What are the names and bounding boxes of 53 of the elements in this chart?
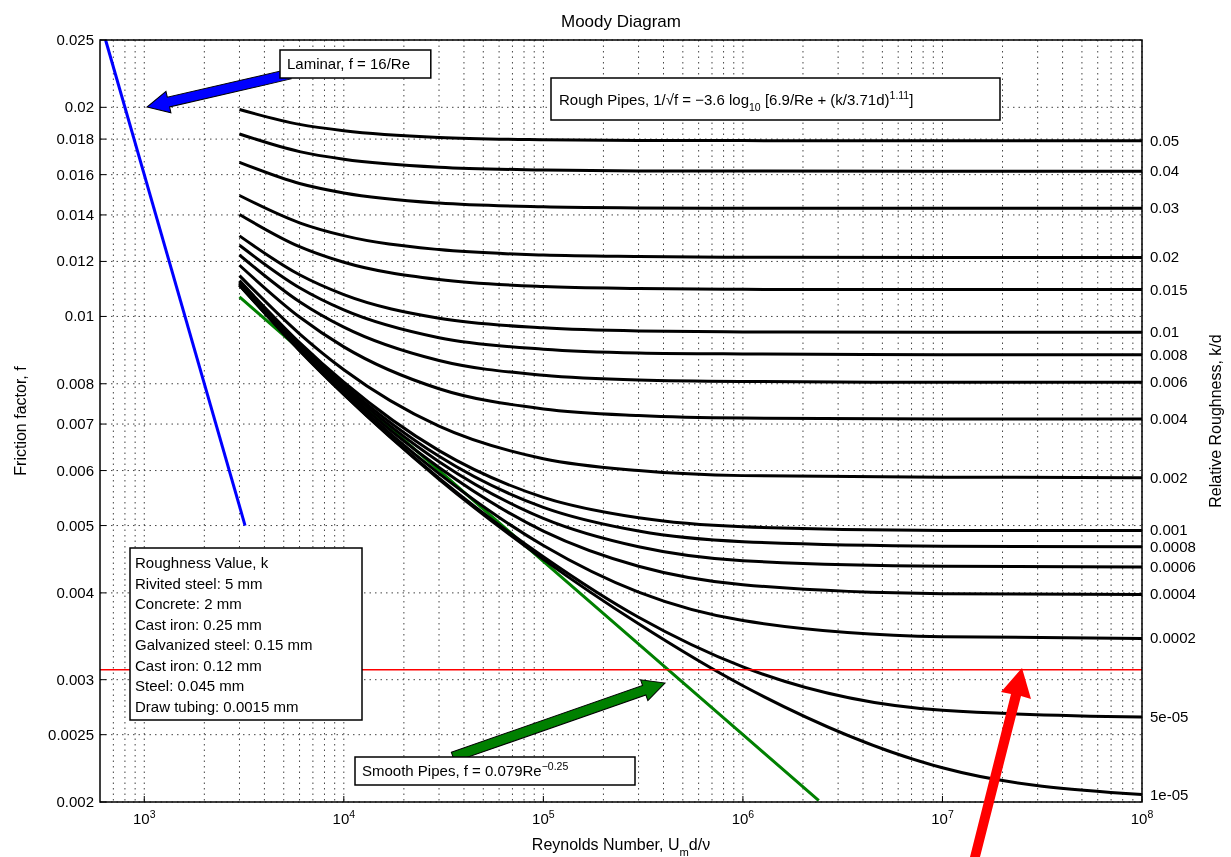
- series-label: 0.006: [1150, 373, 1188, 391]
- x-tick-label: 10$^{8}$: [1130, 808, 1154, 827]
- annotation: Rough Pipes, 1/√f = −3.6 log$_{10}$ [6.9/Re + (k/3.71d)$^{1.11}$]: [559, 89, 914, 113]
- series-label: 0.015: [1150, 280, 1188, 298]
- series-label: 0.0006: [1150, 557, 1196, 575]
- series-label: 0.002: [1150, 468, 1188, 486]
- annotation: Rivited steel: 5 mm: [135, 574, 263, 592]
- y-tick-label: 0.02: [64, 98, 94, 116]
- y-tick-label: 0.012: [56, 252, 94, 270]
- annotation: Draw tubing: 0.0015 mm: [135, 697, 299, 715]
- y-tick-label: 0.005: [56, 516, 94, 534]
- series-label: 1e-05: [1150, 785, 1189, 803]
- annotation: Cast iron: 0.25 mm: [135, 615, 262, 633]
- y-tick-label: 0.0025: [48, 725, 94, 743]
- y-axis-title: Friction factor, f: [12, 365, 29, 476]
- x-tick-label: 10$^{6}$: [731, 808, 755, 827]
- y-tick-label: 0.016: [56, 165, 94, 183]
- chart-title: Moody Diagram: [561, 12, 681, 31]
- annotation: Steel: 0.045 mm: [135, 677, 245, 694]
- x-tick-label: 10$^{7}$: [931, 808, 954, 827]
- y-tick-label: 0.01: [64, 307, 94, 325]
- x-tick-label: 10$^{5}$: [532, 808, 555, 827]
- series-label: 0.01: [1150, 323, 1180, 341]
- annotation: Concrete: 2 mm: [135, 595, 242, 612]
- y-tick-label: 0.006: [56, 461, 94, 479]
- series-label: 0.0008: [1150, 537, 1196, 555]
- annotation: Roughness Value, k: [135, 554, 269, 571]
- annotation: Smooth Pipes, f = 0.079Re$^{−0.25}$: [362, 760, 569, 779]
- series-label: 0.008: [1150, 345, 1188, 363]
- x-tick-label: 10$^{4}$: [332, 808, 356, 827]
- series-label: 0.03: [1150, 199, 1180, 217]
- y2-axis-title: Relative Roughness, k/d: [1207, 334, 1224, 508]
- y-tick-label: 0.008: [56, 374, 94, 392]
- x-tick-label: 10$^{3}$: [133, 808, 156, 827]
- annotation: Galvanized steel: 0.15 mm: [135, 636, 313, 653]
- series-label: 0.001: [1150, 521, 1188, 539]
- series-label: 0.0004: [1150, 585, 1196, 603]
- series-label: 0.02: [1150, 248, 1180, 266]
- y-tick-label: 0.003: [56, 670, 94, 688]
- y-tick-label: 0.025: [56, 31, 94, 48]
- series-label: 0.04: [1150, 162, 1180, 180]
- series-label: 0.004: [1150, 409, 1188, 427]
- y-tick-label: 0.004: [56, 583, 94, 601]
- annotation: Cast iron: 0.12 mm: [135, 656, 262, 674]
- y-tick-label: 0.002: [56, 793, 94, 810]
- x-axis-title: Reynolds Number, U$_{m}$d/ν: [531, 836, 711, 857]
- y-tick-label: 0.018: [56, 130, 94, 148]
- series-label: 0.0002: [1150, 629, 1196, 647]
- series-label: 0.05: [1150, 131, 1180, 149]
- y-tick-label: 0.007: [56, 415, 94, 433]
- series-label: 5e-05: [1150, 708, 1189, 726]
- annotation: Laminar, f = 16/Re: [287, 55, 410, 72]
- y-tick-label: 0.014: [56, 205, 94, 223]
